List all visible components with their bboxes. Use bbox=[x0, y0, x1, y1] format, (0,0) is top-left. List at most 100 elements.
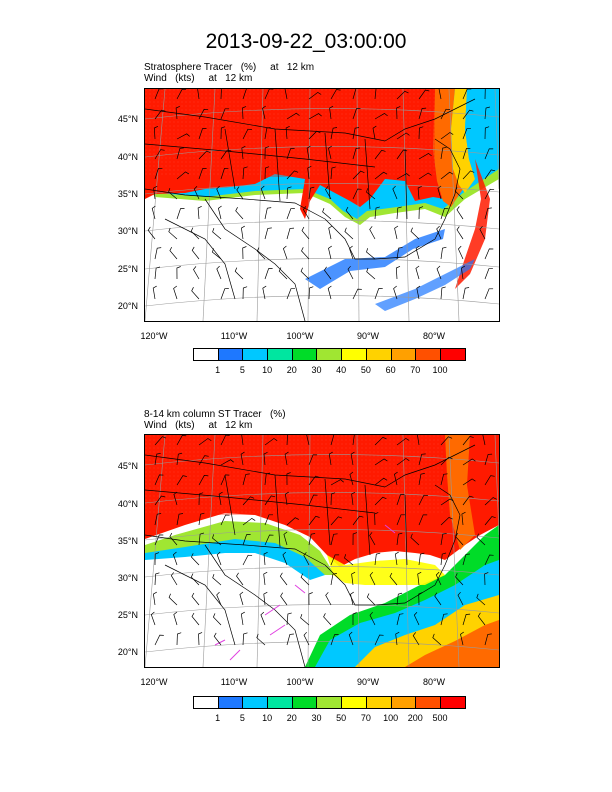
lat-label-30-b: 30°N bbox=[117, 573, 138, 583]
wind-barb bbox=[417, 571, 422, 586]
magenta-contours bbox=[214, 524, 396, 661]
stratosphere-tracer-map bbox=[144, 88, 500, 322]
wind-barb bbox=[198, 168, 207, 180]
wind-barb bbox=[212, 534, 222, 546]
wind-barb bbox=[476, 533, 486, 546]
wind-barb bbox=[242, 534, 251, 546]
wind-barb bbox=[168, 593, 178, 606]
wind-barb bbox=[286, 112, 300, 120]
wind-barb bbox=[264, 146, 270, 160]
wind-barb bbox=[437, 185, 442, 200]
wind-barb bbox=[418, 107, 427, 120]
wind-barb bbox=[366, 188, 376, 200]
wind-barb bbox=[151, 205, 156, 220]
wind-barb bbox=[176, 435, 187, 446]
wind-barb bbox=[460, 631, 465, 646]
wind-barb bbox=[440, 552, 447, 566]
wind-barb bbox=[286, 186, 292, 200]
wind-barb bbox=[396, 613, 404, 626]
colorbar-label: 50 bbox=[360, 365, 371, 375]
wind-barb bbox=[216, 551, 222, 566]
wind-barb bbox=[284, 89, 288, 100]
wind-barb bbox=[190, 227, 200, 240]
wind-barb bbox=[328, 245, 333, 260]
wind-barb bbox=[198, 632, 203, 646]
wind-barb bbox=[396, 532, 403, 546]
wind-barb bbox=[330, 89, 341, 100]
wind-barb bbox=[264, 89, 274, 100]
wind-barb bbox=[440, 246, 447, 260]
wind-barb bbox=[484, 188, 495, 200]
wind-barb bbox=[462, 495, 474, 506]
wind-barb bbox=[440, 171, 454, 180]
column-tracer-yellow-belt bbox=[327, 555, 445, 585]
wind-barb bbox=[322, 207, 332, 220]
wind-barb bbox=[154, 149, 165, 160]
colorbar-swatch bbox=[217, 696, 244, 709]
wind-barb bbox=[396, 149, 408, 160]
colorbar-swatch bbox=[316, 696, 343, 709]
wind-barb bbox=[351, 491, 356, 506]
lon-label-120: 120°W bbox=[140, 331, 168, 341]
wind-barb bbox=[374, 552, 381, 566]
wind-barb bbox=[352, 612, 357, 625]
wind-barb bbox=[396, 514, 405, 526]
lat-label-30: 30°N bbox=[117, 226, 138, 236]
wind-barb bbox=[264, 472, 271, 486]
wind-barb bbox=[418, 552, 425, 566]
wind-barb bbox=[308, 592, 313, 606]
colorbar-label: 1 bbox=[215, 713, 221, 723]
colorbar-swatch bbox=[267, 696, 293, 709]
wind-barb bbox=[352, 288, 362, 300]
wind-barb bbox=[220, 149, 232, 160]
wind-barb bbox=[303, 552, 310, 566]
wind-barb bbox=[256, 247, 266, 260]
wind-barb bbox=[306, 435, 310, 446]
lon-label-80-b: 80°W bbox=[422, 677, 446, 687]
wind-barb bbox=[462, 109, 474, 120]
lat-label-25: 25°N bbox=[117, 264, 138, 274]
wind-barb bbox=[345, 206, 354, 220]
wind-barb bbox=[263, 551, 268, 566]
wind-barb bbox=[484, 288, 494, 300]
wind-barb bbox=[286, 517, 299, 526]
wind-barb bbox=[308, 130, 321, 140]
wind-barb bbox=[285, 491, 289, 506]
wind-barb bbox=[456, 206, 464, 220]
wind-barb bbox=[308, 533, 316, 546]
wind-barb bbox=[396, 206, 402, 220]
wind-barb bbox=[286, 472, 291, 486]
wind-barb bbox=[176, 171, 190, 180]
wind-barb bbox=[153, 125, 159, 140]
wind-barb bbox=[410, 533, 420, 546]
lat-label-40: 40°N bbox=[117, 152, 138, 162]
wind-barb bbox=[462, 128, 471, 140]
wind-barb bbox=[330, 479, 344, 486]
wind-barb bbox=[352, 127, 360, 140]
wind-barb bbox=[170, 572, 178, 586]
wind-barb bbox=[213, 632, 222, 646]
wind-barb bbox=[220, 167, 229, 180]
wind-barb bbox=[308, 91, 322, 100]
wind-barb bbox=[440, 473, 448, 486]
wind-barb bbox=[154, 452, 161, 466]
lat-label-40-b: 40°N bbox=[117, 499, 138, 509]
wind-barb bbox=[396, 458, 410, 466]
colorbar-swatch bbox=[415, 348, 441, 361]
wind-barb bbox=[462, 170, 475, 180]
wind-barb bbox=[190, 553, 200, 566]
colorbar-label: 70 bbox=[360, 713, 371, 723]
wind-barb bbox=[147, 226, 156, 240]
lon-label-80: 80°W bbox=[422, 331, 446, 341]
colorbar-label: 60 bbox=[385, 365, 396, 375]
colorbar-swatch bbox=[365, 696, 392, 709]
wind-barb bbox=[396, 106, 401, 120]
wind-barb bbox=[176, 632, 182, 646]
wind-barb bbox=[234, 267, 244, 280]
wind-barb bbox=[440, 108, 451, 120]
wind-barb bbox=[374, 206, 380, 220]
wind-barb bbox=[344, 554, 354, 566]
wind-barb bbox=[374, 171, 388, 180]
wind-barb bbox=[330, 492, 336, 506]
wind-barb bbox=[308, 286, 314, 300]
